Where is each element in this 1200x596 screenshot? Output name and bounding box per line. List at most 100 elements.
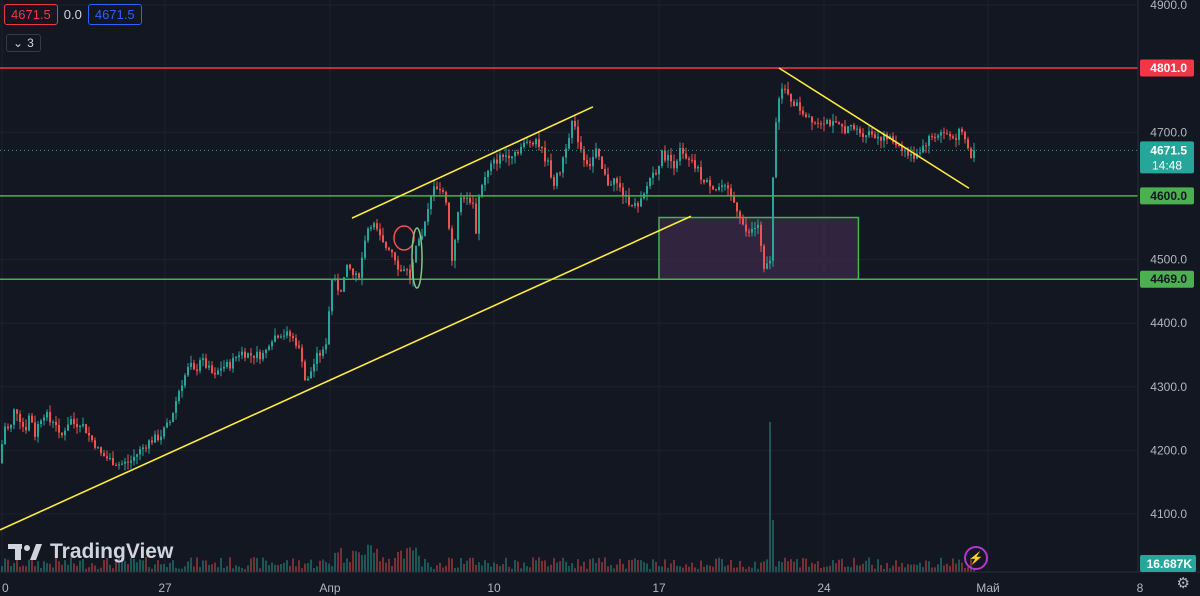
candle-body	[466, 197, 468, 199]
candle-body	[541, 146, 543, 148]
volume-bar	[253, 557, 255, 572]
trendlines[interactable]	[0, 67, 970, 531]
candle-body	[166, 422, 168, 428]
buy-price-badge[interactable]: 4671.5	[87, 4, 142, 25]
horizontal-levels[interactable]	[0, 67, 1138, 280]
candle-body	[400, 269, 402, 271]
candle-body	[361, 257, 363, 278]
volume-bar	[4, 558, 6, 572]
volume-bar	[673, 559, 675, 572]
volume-bar	[826, 566, 828, 572]
candle-body	[172, 412, 174, 422]
volume-bar	[229, 557, 231, 572]
volume-bar	[574, 568, 576, 572]
volume-bar	[679, 566, 681, 572]
volume-bar	[40, 567, 42, 572]
candle-body	[838, 122, 840, 125]
candle-body	[766, 263, 768, 269]
volume-bar	[340, 547, 342, 572]
candle-body	[646, 186, 648, 194]
volume-bar	[670, 563, 672, 572]
candle-body	[925, 145, 927, 147]
volume-bar	[544, 560, 546, 572]
candle-body	[928, 136, 930, 146]
candle-body	[733, 195, 735, 203]
flash-icon[interactable]: ⚡	[964, 546, 988, 570]
volume-bar	[736, 567, 738, 572]
volume-bar	[277, 565, 279, 572]
candle-body	[502, 154, 504, 157]
candle-body	[634, 203, 636, 206]
volume-bar	[493, 562, 495, 572]
volume-bar	[499, 565, 501, 572]
candle-body	[43, 417, 45, 421]
volume-bar	[793, 561, 795, 572]
volume-bar	[469, 557, 471, 572]
volume-bar	[628, 559, 630, 572]
volume-bar	[460, 557, 462, 572]
volume-bar	[598, 557, 600, 572]
candle-body	[742, 218, 744, 225]
volume-bar	[151, 568, 153, 572]
candle-body	[388, 247, 390, 250]
volume-bar	[424, 558, 426, 572]
candle-body	[958, 128, 960, 140]
volume-bar	[949, 565, 951, 572]
candle-body	[724, 185, 726, 187]
tradingview-logo[interactable]: TradingView	[8, 540, 173, 564]
volume-bar	[511, 568, 513, 572]
volume-bar	[400, 550, 402, 572]
volume-bar	[838, 559, 840, 572]
candle-body	[94, 440, 96, 448]
candle-body	[328, 311, 330, 345]
volume-bar	[274, 564, 276, 572]
spread-value: 0.0	[63, 7, 82, 22]
candle-body	[430, 195, 432, 210]
candle-body	[862, 133, 864, 137]
candle-body	[211, 365, 213, 373]
candle-body	[727, 185, 729, 189]
sell-price-badge[interactable]: 4671.5	[4, 4, 58, 25]
candle-body	[73, 419, 75, 425]
volume-bar	[70, 557, 72, 572]
candle-body	[607, 174, 609, 186]
volume-bar	[247, 565, 249, 572]
candle-body	[547, 160, 549, 162]
candle-body	[154, 434, 156, 443]
candle-body	[289, 331, 291, 337]
volume-bar	[589, 559, 591, 572]
volume-bar	[763, 561, 765, 572]
candle-body	[151, 440, 153, 443]
candle-body	[940, 132, 942, 136]
volume-bar	[262, 557, 264, 572]
gear-icon[interactable]: ⚙	[1176, 575, 1190, 592]
volume-bar	[685, 564, 687, 572]
volume-bar	[16, 557, 18, 572]
volume-bar	[397, 551, 399, 572]
volume-bar	[661, 566, 663, 572]
candle-body	[589, 164, 591, 167]
candle-body	[631, 204, 633, 206]
indicators-toggle[interactable]: ⌄ 3	[6, 34, 41, 52]
volume-bar	[811, 562, 813, 572]
candle-body	[946, 133, 948, 135]
candle-body	[271, 341, 273, 347]
time-axis[interactable]: 0 8 10 17 24 27 Апр Май	[0, 571, 1200, 596]
candle-body	[616, 178, 618, 184]
volume-bar	[475, 564, 477, 572]
candle-body	[745, 224, 747, 232]
candle-body	[97, 447, 99, 449]
candle-body	[259, 351, 261, 360]
candle-body	[523, 142, 525, 147]
volume-bar	[523, 562, 525, 572]
candle-body	[265, 349, 267, 354]
support-lower-tag-bg	[1140, 270, 1194, 288]
volume-bar	[454, 568, 456, 572]
x-tick-label: 8	[1137, 581, 1144, 595]
volume-bar	[301, 568, 303, 572]
volume-bar	[487, 562, 489, 572]
volume-bar	[79, 560, 81, 572]
candle-body	[460, 197, 462, 213]
volume-bar	[154, 564, 156, 572]
